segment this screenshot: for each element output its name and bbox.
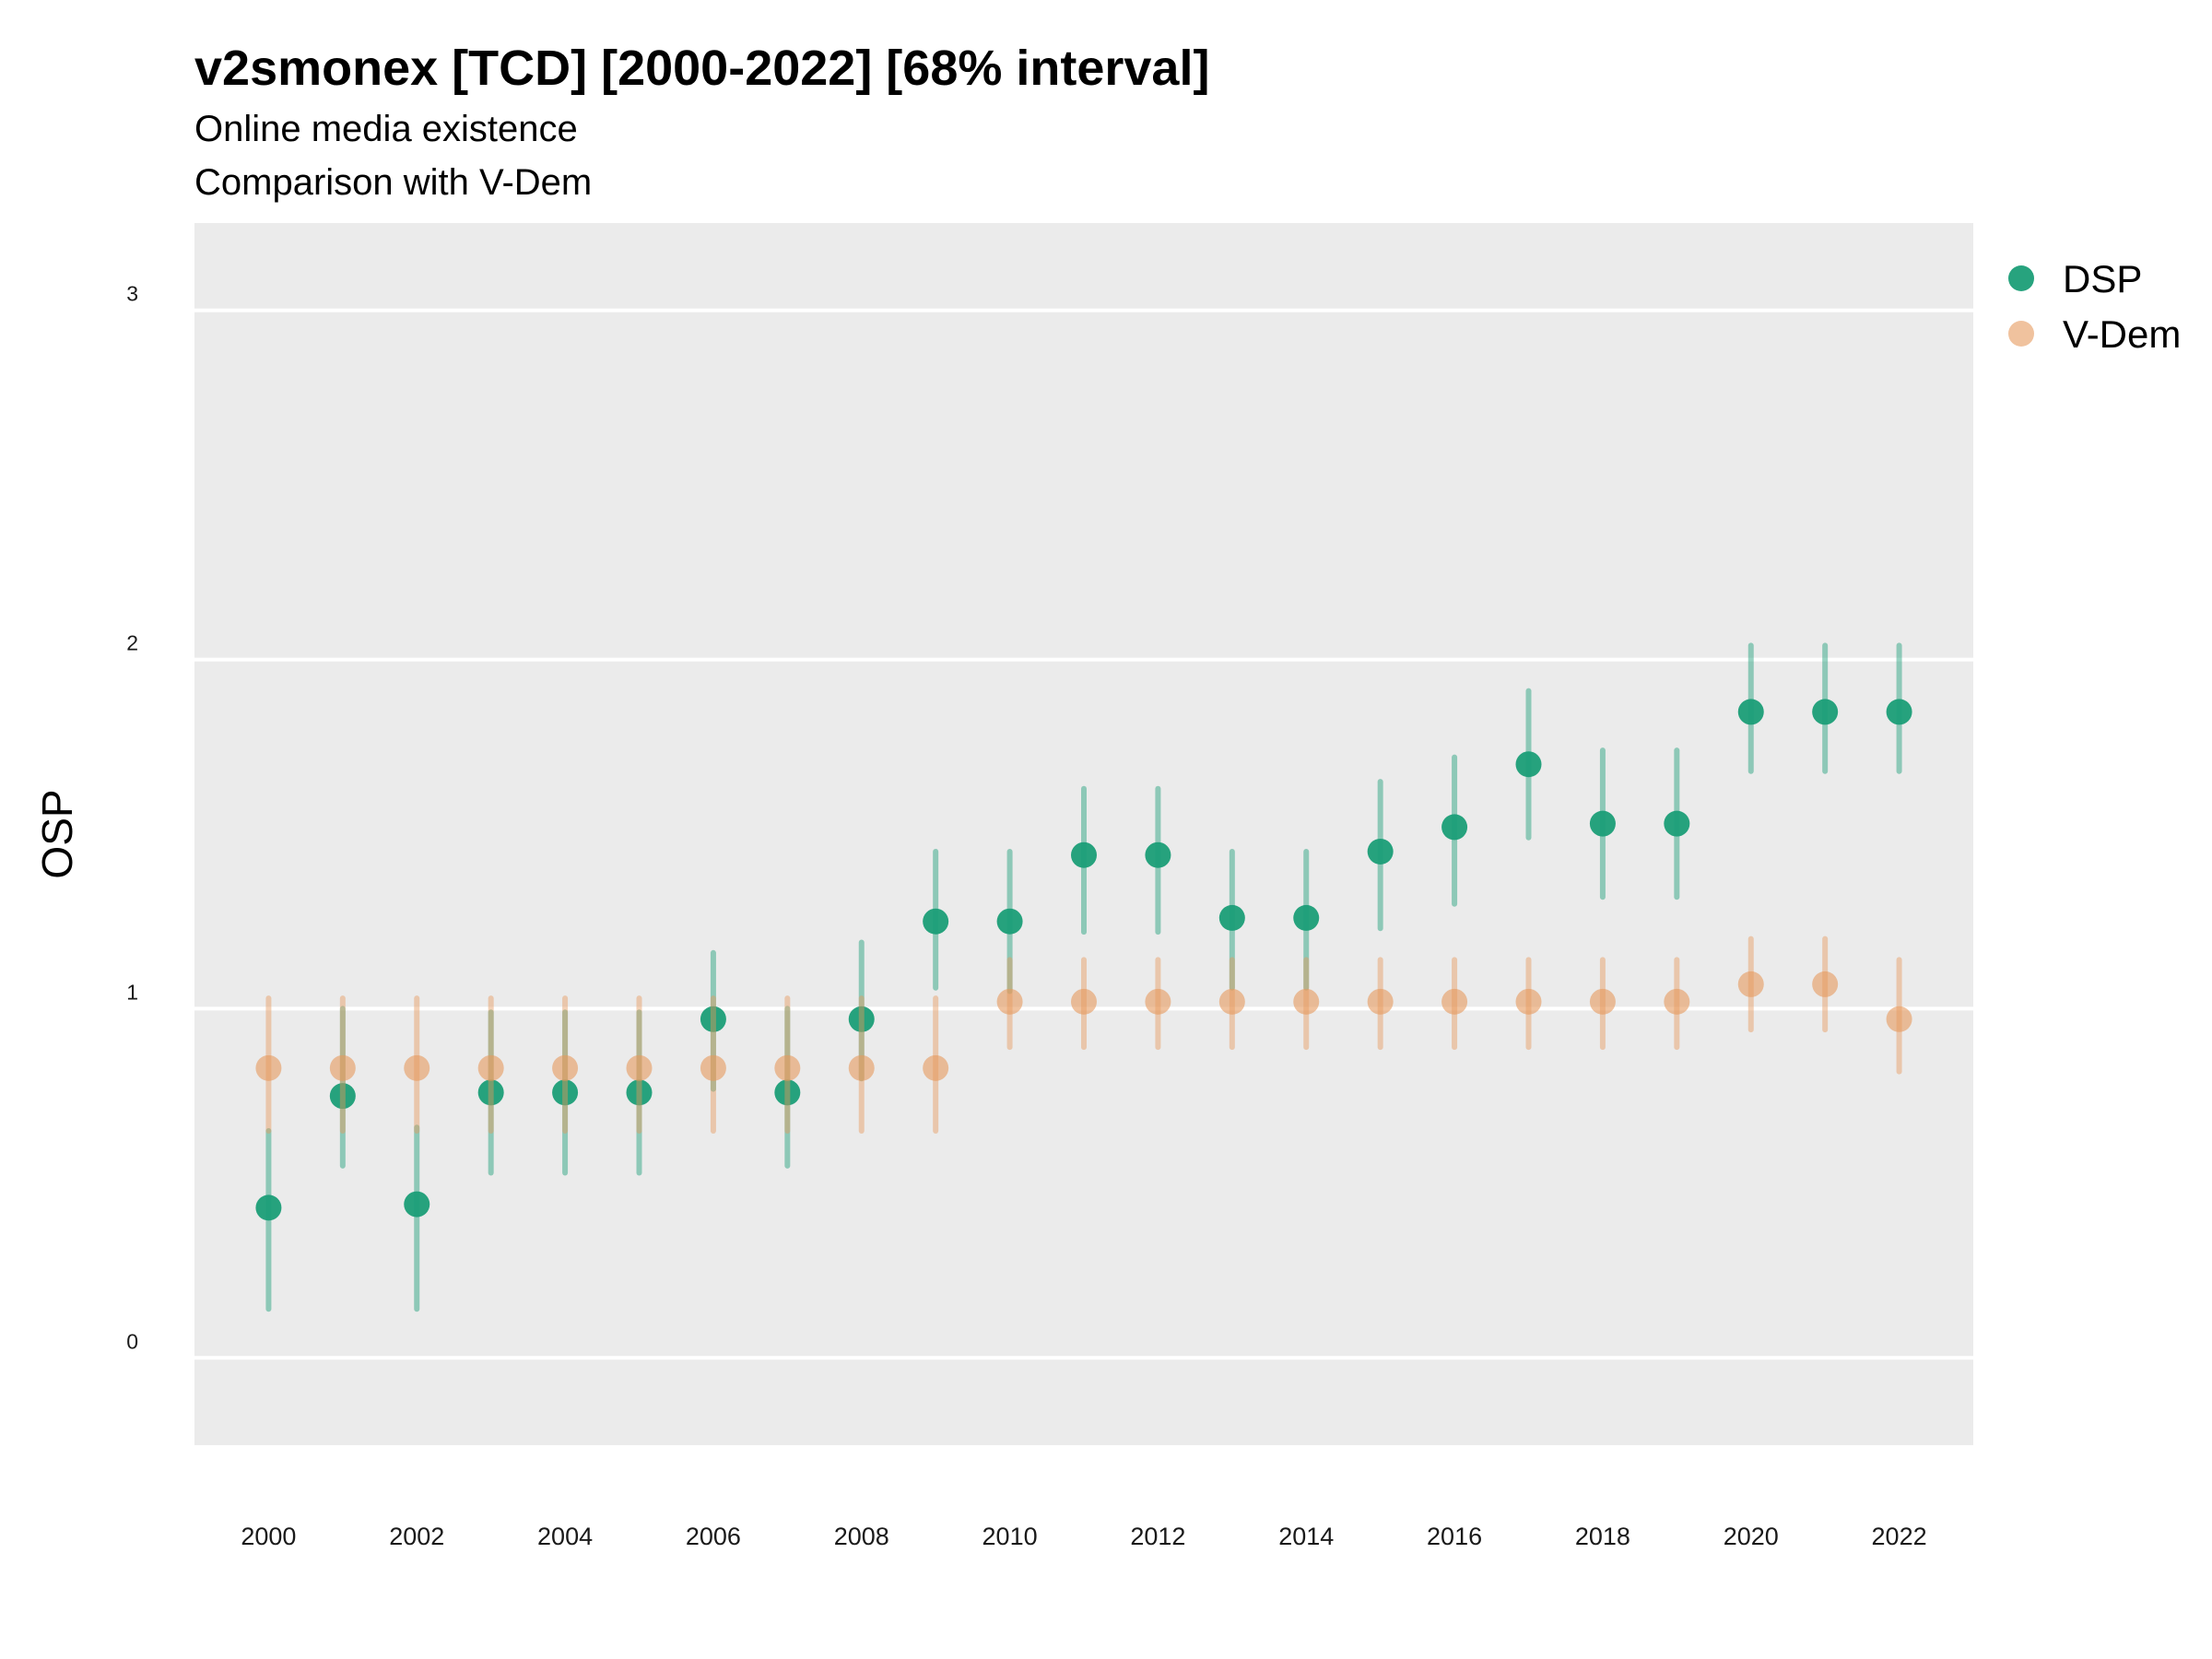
data-point-vdem xyxy=(1886,1006,1912,1032)
data-point-vdem xyxy=(1218,988,1245,1015)
data-point-dsp xyxy=(1664,810,1690,837)
data-point-dsp xyxy=(1218,904,1245,931)
data-point-vdem xyxy=(255,1054,282,1081)
data-point-dsp xyxy=(700,1006,726,1032)
data-point-dsp xyxy=(404,1191,430,1218)
data-point-vdem xyxy=(626,1054,653,1081)
data-point-dsp xyxy=(1886,699,1912,725)
data-point-dsp xyxy=(774,1079,801,1106)
data-point-dsp xyxy=(848,1006,875,1032)
data-point-dsp xyxy=(1367,838,1394,865)
data-point-vdem xyxy=(1071,988,1097,1015)
data-point-vdem xyxy=(700,1054,726,1081)
x-tick-label: 2020 xyxy=(1724,1523,1779,1550)
legend-label-vdem: V-Dem xyxy=(2063,312,2181,356)
x-tick-label: 2016 xyxy=(1427,1523,1482,1550)
data-point-vdem xyxy=(1589,988,1616,1015)
x-tick-label: 2004 xyxy=(537,1523,593,1550)
data-point-dsp xyxy=(1515,751,1542,778)
chart-subtitle: Online media existence xyxy=(194,109,578,149)
x-tick-label: 2000 xyxy=(241,1523,296,1550)
data-point-vdem xyxy=(923,1054,949,1081)
x-tick-label: 2010 xyxy=(982,1523,1038,1550)
data-point-dsp xyxy=(923,908,949,935)
data-point-dsp xyxy=(1071,841,1097,868)
y-tick-label: 2 xyxy=(126,631,138,655)
legend: DSP V-Dem xyxy=(2008,257,2181,356)
data-point-vdem xyxy=(404,1054,430,1081)
x-tick-label: 2006 xyxy=(686,1523,741,1550)
series-vdem xyxy=(255,935,1912,1135)
data-point-vdem xyxy=(1515,988,1542,1015)
data-point-vdem xyxy=(1441,988,1468,1015)
data-point-dsp xyxy=(996,908,1023,935)
data-point-dsp xyxy=(626,1079,653,1106)
data-point-vdem xyxy=(1145,988,1171,1015)
data-point-vdem xyxy=(477,1054,504,1081)
data-point-vdem xyxy=(1737,971,1764,997)
data-point-dsp xyxy=(1441,814,1468,841)
legend-label-dsp: DSP xyxy=(2063,257,2142,300)
y-tick-label: 1 xyxy=(126,980,138,1004)
data-point-dsp xyxy=(1293,904,1320,931)
x-tick-label: 2012 xyxy=(1130,1523,1185,1550)
data-point-vdem xyxy=(1293,988,1320,1015)
x-tick-label: 2022 xyxy=(1872,1523,1927,1550)
data-point-vdem xyxy=(1812,971,1839,997)
series-dsp xyxy=(255,642,1912,1312)
chart-title: v2smonex [TCD] [2000-2022] [68% interval… xyxy=(194,41,1209,96)
data-point-dsp xyxy=(1589,810,1616,837)
data-point-vdem xyxy=(774,1054,801,1081)
data-point-vdem xyxy=(552,1054,579,1081)
y-tick-label: 0 xyxy=(126,1329,138,1353)
data-point-dsp xyxy=(1812,699,1839,725)
y-axis-label: OSP xyxy=(33,789,81,878)
data-point-vdem xyxy=(1664,988,1690,1015)
data-point-vdem xyxy=(848,1054,875,1081)
legend-marker-vdem xyxy=(2008,321,2034,347)
series xyxy=(255,642,1912,1312)
data-point-dsp xyxy=(552,1079,579,1106)
legend-marker-dsp xyxy=(2008,265,2034,291)
x-axis-ticks: 2000 2002 2004 2006 2008 2010 2012 2014 2016 2018… xyxy=(241,1523,1926,1550)
x-tick-label: 2018 xyxy=(1575,1523,1630,1550)
x-tick-label: 2002 xyxy=(389,1523,444,1550)
data-point-dsp xyxy=(1737,699,1764,725)
chart-subtitle-2: Comparison with V-Dem xyxy=(194,162,592,203)
x-tick-label: 2014 xyxy=(1278,1523,1334,1550)
data-point-dsp xyxy=(329,1083,356,1110)
data-point-dsp xyxy=(477,1079,504,1106)
data-point-dsp xyxy=(255,1194,282,1221)
y-axis-ticks: 0 1 2 3 xyxy=(126,282,138,1354)
data-point-vdem xyxy=(1367,988,1394,1015)
data-point-dsp xyxy=(1145,841,1171,868)
y-tick-label: 3 xyxy=(126,282,138,306)
x-tick-label: 2008 xyxy=(834,1523,889,1550)
data-point-vdem xyxy=(329,1054,356,1081)
data-point-vdem xyxy=(996,988,1023,1015)
